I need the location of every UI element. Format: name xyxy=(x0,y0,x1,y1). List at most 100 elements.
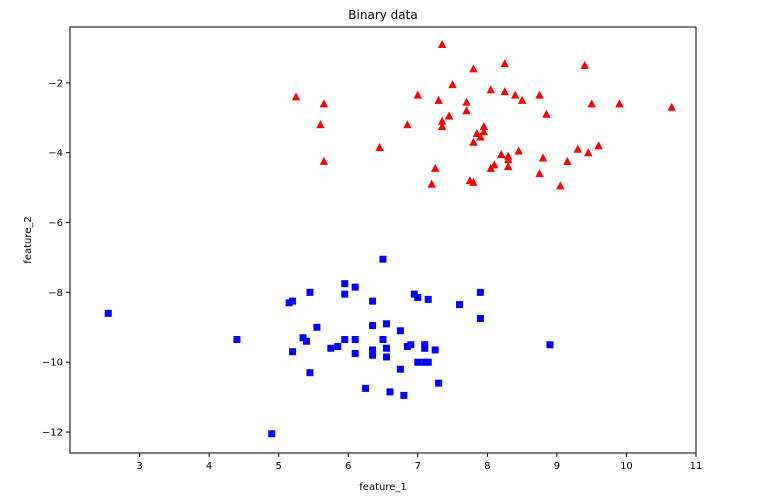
triangle-point xyxy=(437,116,447,125)
triangle-point xyxy=(434,95,443,104)
triangle-point xyxy=(535,90,544,99)
y-axis: −12 −10 −8 −6 −4 −2 xyxy=(42,78,70,439)
triangle-point xyxy=(469,137,478,146)
square-point xyxy=(435,379,443,387)
square-point xyxy=(382,353,390,361)
x-tick-label: 9 xyxy=(554,461,560,472)
triangle-point xyxy=(580,60,589,69)
x-tick-label: 10 xyxy=(620,461,633,472)
triangle-point xyxy=(437,39,447,48)
y-tick-label: −2 xyxy=(48,78,63,89)
square-point xyxy=(341,290,349,298)
square-point xyxy=(285,299,293,307)
triangle-point xyxy=(462,106,471,115)
square-point xyxy=(421,344,429,352)
triangle-point xyxy=(490,160,499,169)
x-tick-label: 4 xyxy=(206,461,212,472)
triangle-point xyxy=(583,148,593,157)
x-tick-label: 6 xyxy=(345,461,351,472)
square-point xyxy=(456,301,464,309)
square-point xyxy=(313,323,321,331)
triangle-point xyxy=(500,59,509,68)
square-point xyxy=(341,336,349,344)
square-point xyxy=(424,295,432,303)
square-point xyxy=(289,348,297,356)
square-point xyxy=(386,388,394,396)
square-point xyxy=(369,322,377,330)
triangle-point xyxy=(486,85,496,94)
triangle-point xyxy=(476,132,485,141)
square-point xyxy=(327,344,335,352)
y-tick-label: −6 xyxy=(48,218,63,229)
square-point xyxy=(104,309,112,317)
triangle-point xyxy=(413,90,422,99)
plot-frame xyxy=(69,26,697,454)
square-point xyxy=(334,343,342,350)
triangle-point xyxy=(319,156,329,165)
triangle-point xyxy=(535,169,544,178)
triangle-point xyxy=(556,181,565,190)
square-point xyxy=(369,346,377,354)
square-point xyxy=(379,255,387,263)
square-point xyxy=(396,327,404,335)
y-axis-label: feature_2 xyxy=(23,216,34,263)
square-point xyxy=(546,341,554,349)
triangle-point xyxy=(375,142,384,151)
x-axis: 3 4 5 6 7 8 9 10 11 xyxy=(136,453,702,472)
x-axis-label: feature_1 xyxy=(359,482,406,493)
triangle-point xyxy=(504,155,513,164)
square-point xyxy=(351,336,359,344)
square-point xyxy=(379,336,387,344)
x-tick-label: 8 xyxy=(484,461,490,472)
triangle-point xyxy=(594,141,603,150)
square-point xyxy=(382,344,390,352)
triangle-point xyxy=(563,156,572,165)
y-tick-label: −4 xyxy=(48,148,63,159)
triangle-point xyxy=(510,90,520,99)
triangle-point xyxy=(319,99,329,108)
square-point xyxy=(396,365,404,373)
square-point xyxy=(233,336,241,344)
square-point xyxy=(424,358,432,366)
chart-title: Binary data xyxy=(348,8,417,22)
square-point xyxy=(362,384,370,392)
square-point xyxy=(403,343,411,350)
triangle-point xyxy=(538,153,548,162)
triangle-point xyxy=(479,122,489,131)
data-points xyxy=(104,39,676,438)
triangle-point xyxy=(504,162,513,171)
triangle-point xyxy=(437,122,447,131)
triangle-point xyxy=(430,163,440,172)
triangle-point xyxy=(479,127,489,136)
square-point xyxy=(369,351,377,359)
x-tick-label: 11 xyxy=(690,461,703,472)
x-tick-label: 5 xyxy=(275,461,281,472)
square-point xyxy=(414,358,422,366)
x-tick-label: 7 xyxy=(415,461,421,472)
triangle-point xyxy=(448,80,457,89)
square-point xyxy=(476,315,484,323)
triangle-point xyxy=(444,111,454,120)
square-point xyxy=(302,337,310,345)
square-point xyxy=(306,369,314,377)
square-point xyxy=(268,430,276,438)
square-point xyxy=(414,294,422,302)
square-point xyxy=(351,283,359,291)
y-tick-label: −10 xyxy=(42,358,63,369)
square-point xyxy=(476,288,484,296)
triangle-point xyxy=(469,177,478,186)
triangle-point xyxy=(462,97,471,106)
square-point xyxy=(341,280,349,288)
square-point xyxy=(369,297,377,305)
triangle-point xyxy=(667,102,676,111)
triangle-point xyxy=(497,149,506,158)
y-tick-label: −8 xyxy=(48,288,63,299)
square-point xyxy=(431,346,439,354)
triangle-point xyxy=(486,163,496,172)
square-point xyxy=(382,320,390,328)
triangle-point xyxy=(500,87,509,96)
triangle-point xyxy=(427,179,436,188)
square-point xyxy=(351,349,359,357)
triangle-point xyxy=(573,144,582,153)
